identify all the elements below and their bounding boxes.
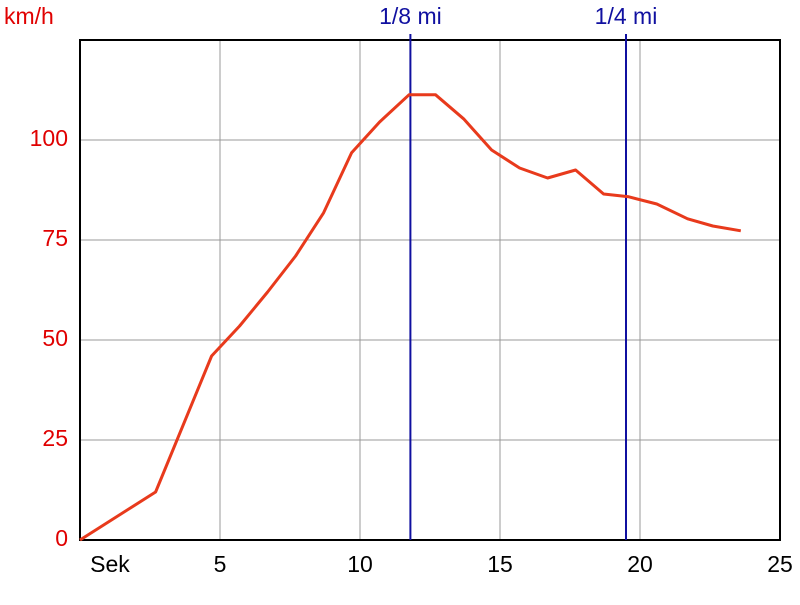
y-tick-label: 0 (55, 525, 68, 551)
x-tick-label: Sek (90, 551, 130, 577)
x-tick-label: 10 (347, 551, 373, 577)
x-tick-label: 15 (487, 551, 513, 577)
plot-frame (79, 39, 781, 541)
y-tick-label: 50 (42, 325, 68, 351)
y-axis-label: km/h (4, 3, 54, 29)
y-tick-label: 25 (42, 425, 68, 451)
x-tick-label: 20 (627, 551, 653, 577)
x-tick-label: 5 (214, 551, 227, 577)
data-line (79, 93, 742, 542)
marker-label: 1/4 mi (595, 3, 658, 29)
y-tick-label: 75 (42, 225, 68, 251)
y-tick-label: 100 (30, 125, 68, 151)
marker-label: 1/8 mi (379, 3, 442, 29)
x-tick-label: 25 (767, 551, 793, 577)
